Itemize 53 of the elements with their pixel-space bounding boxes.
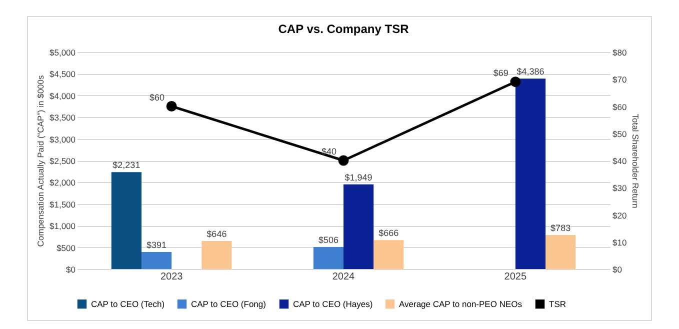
y2-axis-title: Total Shareholder Return [630, 114, 641, 209]
data-label: $666 [378, 228, 399, 238]
y-tick-label: $2,500 [50, 156, 76, 166]
data-label: $506 [318, 235, 338, 246]
data-label: $391 [146, 240, 167, 250]
legend-label: TSR [549, 299, 566, 310]
y2-tick-label: $80 [612, 48, 627, 58]
y-tick-label: $4,000 [50, 90, 76, 101]
y-tick-label: $1,000 [50, 221, 76, 232]
y-tick-label: $0 [66, 264, 76, 274]
point [338, 155, 349, 166]
y-tick-label: $500 [56, 242, 76, 253]
data-label: $2,231 [112, 160, 140, 170]
legend-label: CAP to CEO (Tech) [91, 299, 165, 310]
data-label: $1,949 [344, 172, 372, 182]
y-tick-label: $3,500 [50, 112, 76, 123]
x-tick-label: 2025 [504, 272, 527, 282]
legend-label: CAP to CEO (Hayes) [293, 299, 373, 310]
y-axis-title: Compensation Actually Paid (“CAP”) in $000s [36, 75, 46, 247]
bar [374, 240, 404, 269]
y2-tick-label: $50 [612, 128, 627, 139]
data-label: $4,386 [516, 66, 544, 77]
bar [344, 184, 374, 269]
bar [546, 235, 576, 269]
bar [202, 240, 232, 269]
y2-tick-label: $10 [612, 237, 627, 248]
y2-tick-label: $30 [612, 183, 627, 194]
point [166, 101, 177, 112]
y-tick-label: $4,500 [50, 69, 76, 80]
y-tick-label: $2,000 [50, 178, 76, 188]
data-label: $69 [493, 68, 508, 78]
y-tick-label: $1,500 [50, 199, 76, 210]
y-tick-label: $3,000 [50, 134, 76, 144]
point [510, 76, 521, 88]
data-label: $60 [150, 92, 165, 102]
data-label: $40 [321, 146, 336, 156]
bar [111, 172, 142, 269]
y2-tick-label: $40 [612, 156, 627, 166]
bar [515, 78, 546, 269]
chart-title: CAP vs. Company TSR [278, 22, 410, 36]
data-label: $783 [550, 223, 571, 234]
x-tick-label: 2024 [332, 272, 356, 282]
bar [313, 247, 344, 269]
y2-tick-label: $20 [612, 210, 627, 220]
bar [141, 252, 172, 269]
y-tick-label: $5,000 [50, 48, 76, 58]
y2-tick-label: $60 [612, 102, 627, 112]
legend-label: Average CAP to non-PEO NEOs [399, 299, 522, 310]
y2-tick-label: $0 [612, 264, 622, 274]
legend-label: CAP to CEO (Fong) [191, 299, 266, 310]
data-label: $646 [206, 228, 227, 239]
x-tick-label: 2023 [160, 272, 184, 282]
y2-tick-label: $70 [612, 74, 627, 85]
